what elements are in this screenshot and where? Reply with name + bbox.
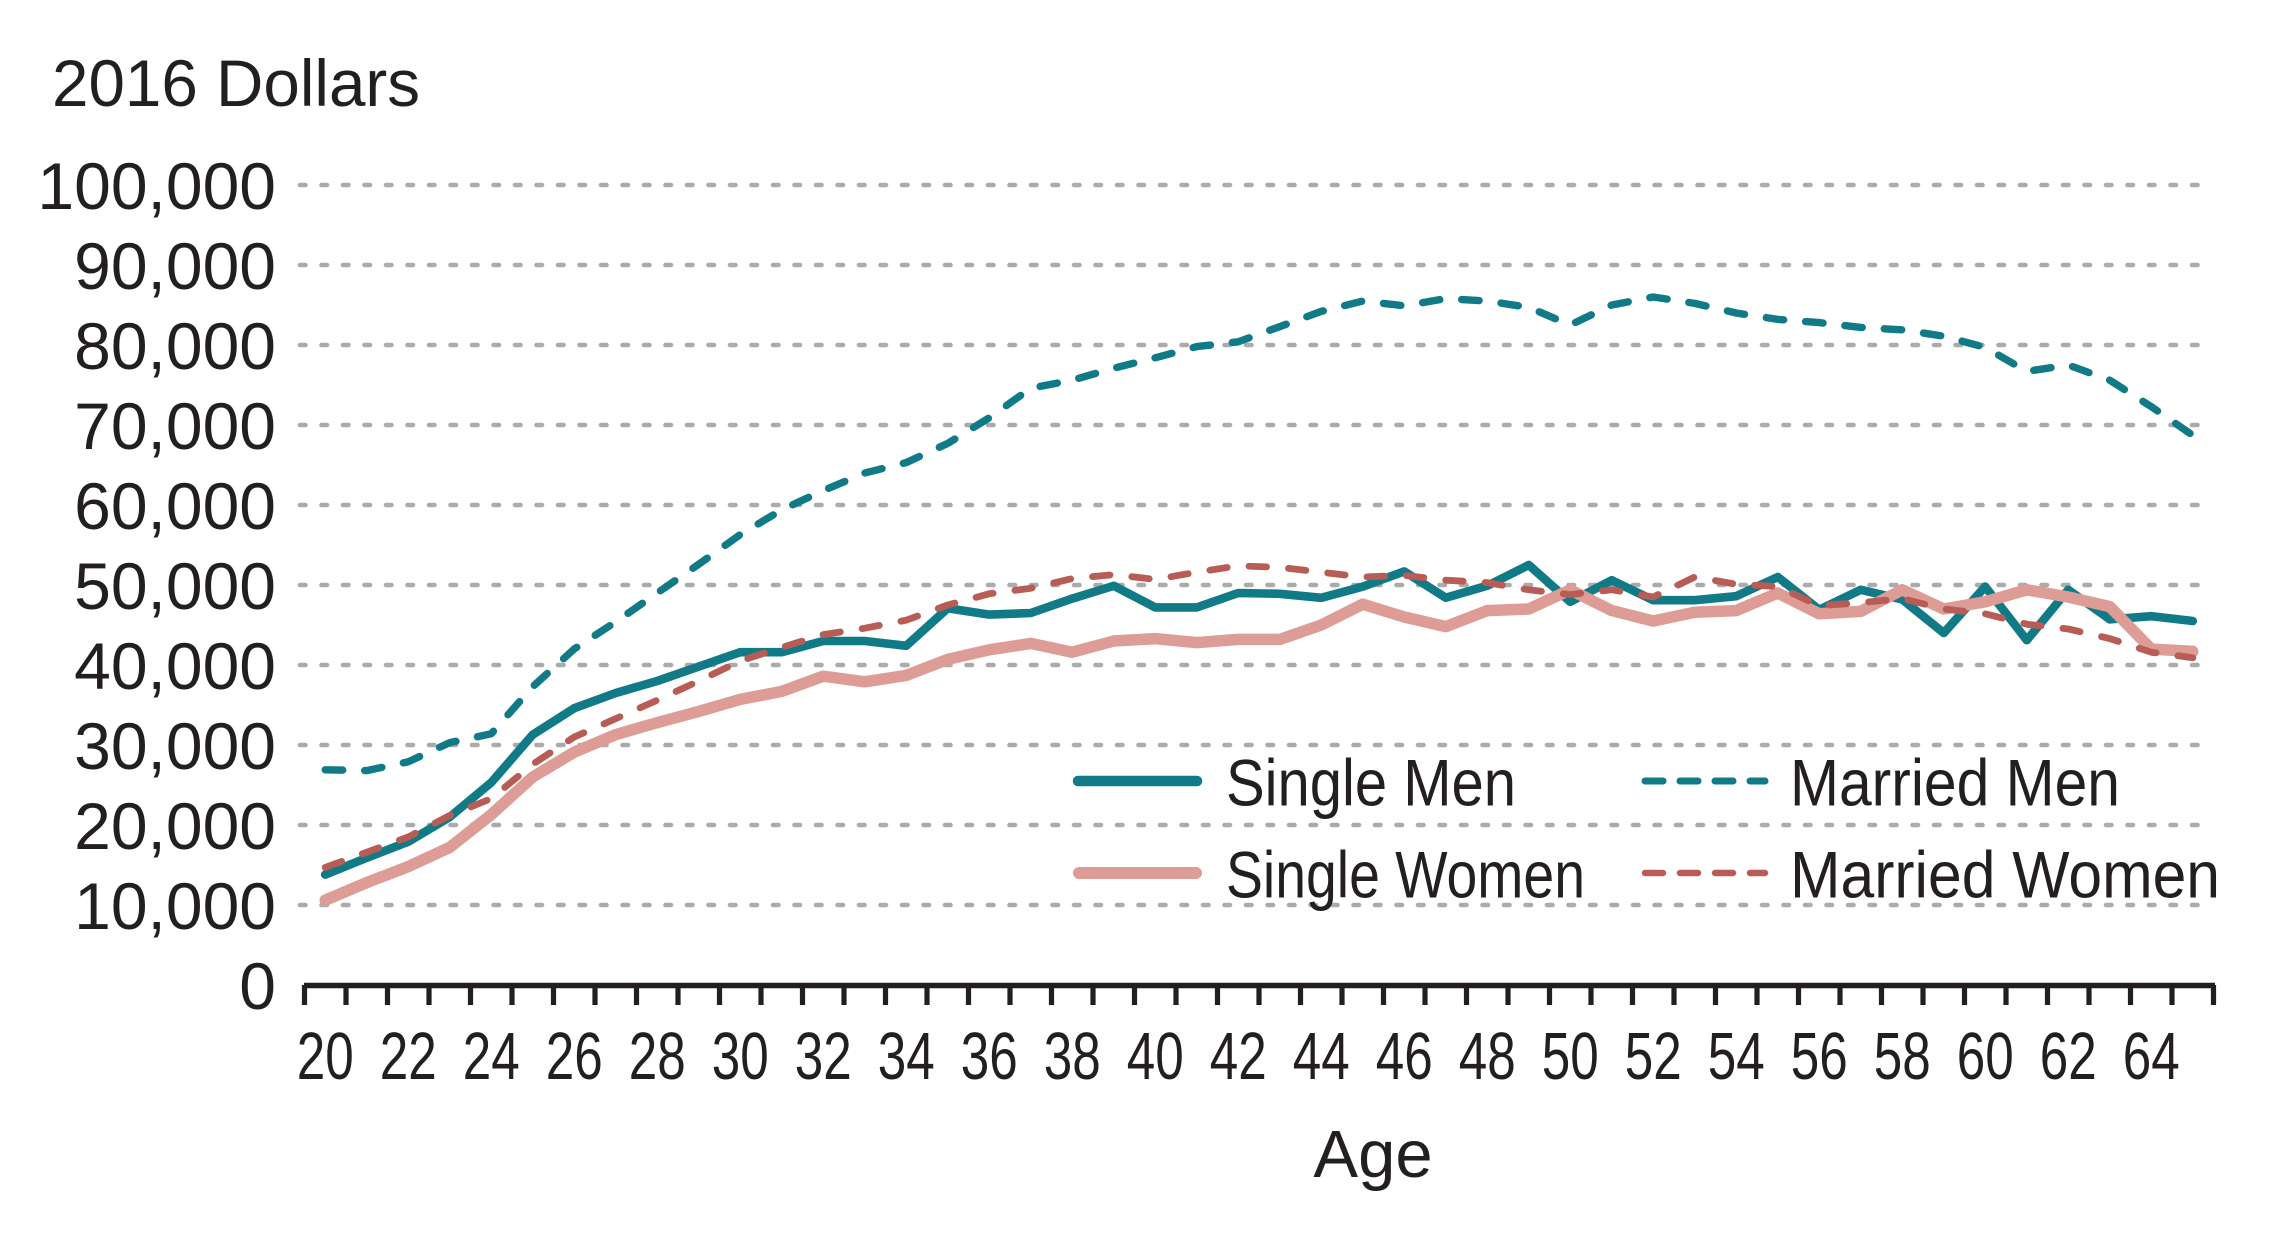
- svg-text:60,000: 60,000: [74, 469, 276, 543]
- svg-text:Age: Age: [1313, 1117, 1432, 1192]
- svg-text:80,000: 80,000: [74, 309, 276, 383]
- svg-text:58: 58: [1874, 1019, 1931, 1094]
- svg-text:30,000: 30,000: [74, 709, 276, 783]
- svg-text:90,000: 90,000: [74, 229, 276, 303]
- svg-text:54: 54: [1708, 1019, 1765, 1094]
- svg-text:56: 56: [1791, 1019, 1848, 1094]
- svg-text:36: 36: [961, 1019, 1018, 1094]
- svg-text:32: 32: [795, 1019, 852, 1094]
- svg-text:60: 60: [1957, 1019, 2014, 1094]
- svg-text:48: 48: [1459, 1019, 1516, 1094]
- svg-text:70,000: 70,000: [74, 389, 276, 463]
- svg-text:0: 0: [239, 949, 276, 1023]
- svg-text:20,000: 20,000: [74, 789, 276, 863]
- svg-text:40: 40: [1127, 1019, 1184, 1094]
- svg-text:64: 64: [2123, 1019, 2180, 1094]
- svg-text:42: 42: [1210, 1019, 1267, 1094]
- svg-text:Single Men: Single Men: [1226, 746, 1516, 820]
- svg-text:20: 20: [297, 1019, 354, 1094]
- svg-text:52: 52: [1625, 1019, 1682, 1094]
- svg-text:50,000: 50,000: [74, 549, 276, 623]
- svg-text:38: 38: [1044, 1019, 1101, 1094]
- svg-text:44: 44: [1293, 1019, 1350, 1094]
- svg-text:46: 46: [1376, 1019, 1433, 1094]
- svg-text:28: 28: [629, 1019, 686, 1094]
- svg-text:Married Men: Married Men: [1790, 746, 2120, 820]
- svg-text:26: 26: [546, 1019, 603, 1094]
- svg-text:30: 30: [712, 1019, 769, 1094]
- svg-text:40,000: 40,000: [74, 629, 276, 703]
- svg-text:100,000: 100,000: [37, 149, 276, 223]
- svg-text:22: 22: [380, 1019, 437, 1094]
- svg-text:10,000: 10,000: [74, 869, 276, 943]
- svg-text:Married Women: Married Women: [1790, 838, 2220, 912]
- svg-text:2016 Dollars: 2016 Dollars: [52, 46, 420, 120]
- svg-text:50: 50: [1542, 1019, 1599, 1094]
- svg-text:62: 62: [2040, 1019, 2097, 1094]
- svg-text:34: 34: [878, 1019, 935, 1094]
- svg-text:Single Women: Single Women: [1226, 838, 1585, 912]
- svg-text:24: 24: [463, 1019, 520, 1094]
